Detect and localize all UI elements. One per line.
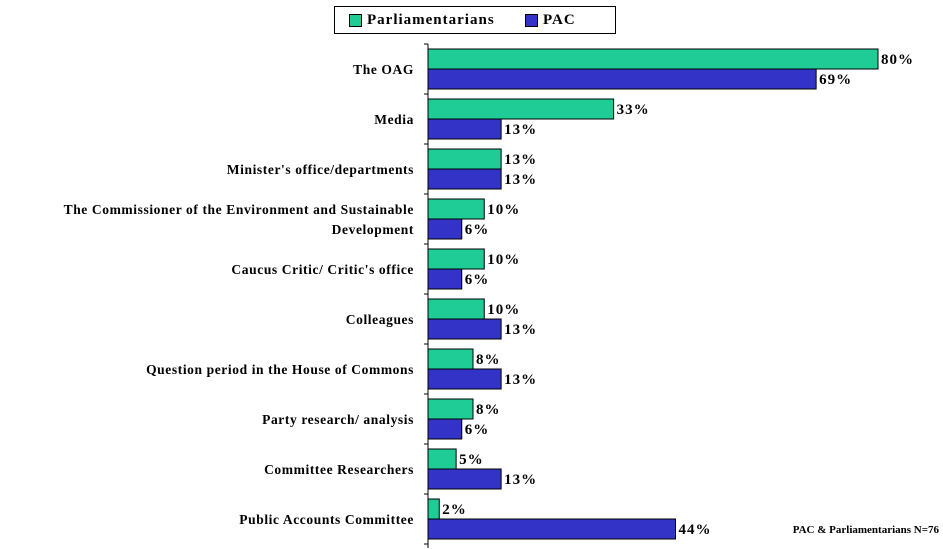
bars-layer bbox=[427, 48, 879, 540]
legend: Parliamentarians PAC bbox=[334, 6, 616, 34]
data-label: 33% bbox=[617, 102, 650, 118]
data-label: 44% bbox=[679, 522, 712, 538]
bar-pac bbox=[427, 118, 502, 140]
legend-swatch-parliamentarians bbox=[349, 14, 362, 27]
data-label: 6% bbox=[465, 222, 490, 238]
bar-parliamentarians bbox=[427, 98, 615, 120]
bar-pac bbox=[427, 468, 502, 490]
data-label: 10% bbox=[487, 202, 520, 218]
sample-size-note: PAC & Parliamentarians N=76 bbox=[792, 524, 939, 536]
category-label: The Commissioner of the Environment and … bbox=[64, 202, 414, 237]
data-label: 8% bbox=[476, 352, 501, 368]
category-label: Public Accounts Committee bbox=[239, 512, 414, 527]
category-label: Caucus Critic/ Critic's office bbox=[231, 262, 414, 277]
legend-item-pac: PAC bbox=[525, 12, 576, 29]
data-label: 6% bbox=[465, 422, 490, 438]
bar-parliamentarians bbox=[427, 48, 879, 70]
data-label: 6% bbox=[465, 272, 490, 288]
bar-parliamentarians bbox=[427, 248, 485, 270]
bar-pac bbox=[427, 268, 463, 290]
data-label: 13% bbox=[504, 172, 537, 188]
data-label: 8% bbox=[476, 402, 501, 418]
category-label: Party research/ analysis bbox=[262, 412, 414, 427]
category-label: Colleagues bbox=[346, 312, 414, 327]
bar-pac bbox=[427, 218, 463, 240]
bar-parliamentarians bbox=[427, 398, 474, 420]
data-label: 13% bbox=[504, 372, 537, 388]
data-label: 2% bbox=[442, 502, 467, 518]
category-label: Question period in the House of Commons bbox=[146, 362, 414, 377]
bar-parliamentarians bbox=[427, 198, 485, 220]
legend-item-parliamentarians: Parliamentarians bbox=[349, 12, 495, 29]
bar-pac bbox=[427, 518, 676, 540]
category-label: Minister's office/departments bbox=[227, 162, 414, 177]
bar-parliamentarians bbox=[427, 298, 485, 320]
legend-label-parliamentarians: Parliamentarians bbox=[367, 12, 495, 28]
bar-parliamentarians bbox=[427, 498, 440, 520]
data-label: 13% bbox=[504, 322, 537, 338]
legend-label-pac: PAC bbox=[543, 12, 576, 28]
category-label: Committee Researchers bbox=[264, 462, 414, 477]
bar-pac bbox=[427, 68, 817, 90]
bar-parliamentarians bbox=[427, 148, 502, 170]
data-label: 5% bbox=[459, 452, 484, 468]
bar-parliamentarians bbox=[427, 348, 474, 370]
data-label: 13% bbox=[504, 152, 537, 168]
legend-swatch-pac bbox=[525, 14, 538, 27]
axis-layer bbox=[424, 43, 429, 548]
data-label: 69% bbox=[819, 72, 852, 88]
bar-pac bbox=[427, 368, 502, 390]
bar-parliamentarians bbox=[427, 448, 457, 470]
data-label: 13% bbox=[504, 122, 537, 138]
data-label: 10% bbox=[487, 302, 520, 318]
labels-layer: 80% 69% The OAG 33% 13% Media 13% 13% Minister's… bbox=[64, 52, 914, 538]
category-label: Media bbox=[374, 112, 414, 127]
bar-pac bbox=[427, 318, 502, 340]
data-label: 80% bbox=[881, 52, 914, 68]
bar-pac bbox=[427, 168, 502, 190]
data-label: 10% bbox=[487, 252, 520, 268]
data-label: 13% bbox=[504, 472, 537, 488]
category-label: The OAG bbox=[353, 62, 414, 77]
bar-pac bbox=[427, 418, 463, 440]
